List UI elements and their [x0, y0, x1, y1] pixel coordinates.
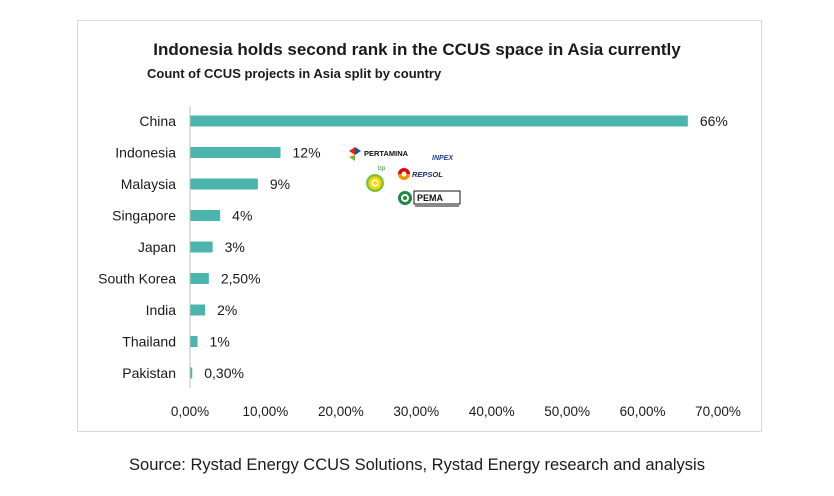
- value-label: 12%: [293, 145, 321, 161]
- category-label: Japan: [138, 239, 176, 255]
- repsol-logo: REPSOL: [398, 168, 443, 180]
- value-label: 0,30%: [204, 365, 244, 381]
- category-label: Singapore: [112, 208, 176, 224]
- category-label: Malaysia: [121, 176, 176, 192]
- pema-label: PEMA: [417, 193, 444, 203]
- bar: [190, 178, 258, 190]
- x-tick-label: 40,00%: [469, 404, 515, 419]
- x-tick-label: 60,00%: [620, 404, 666, 419]
- value-label: 4%: [232, 208, 252, 224]
- category-label: Pakistan: [122, 365, 176, 381]
- x-tick-labels: 0,00% 10,00% 20,00% 30,00% 40,00% 50,00% 60,00…: [171, 404, 741, 419]
- inpex-logo: INPEX: [432, 155, 454, 162]
- bar: [190, 336, 198, 347]
- bar: [190, 367, 193, 379]
- category-label: South Korea: [98, 271, 176, 287]
- bar: [190, 147, 281, 158]
- value-labels: 66% 12%9% 4% 3% 2,50% 2% 1% 0,30%: [204, 113, 728, 381]
- value-label: 9%: [270, 176, 290, 192]
- category-labels: China Indonesia Malaysia Singapore Japan Sout…: [98, 113, 176, 381]
- chart-subtitle: Count of CCUS projects in Asia split by …: [147, 66, 442, 81]
- repsol-label: REPSOL: [412, 170, 443, 179]
- x-tick-label: 10,00%: [243, 404, 289, 419]
- pertamina-logo: PERTAMINA: [349, 147, 409, 161]
- bar: [190, 115, 688, 127]
- bar: [190, 273, 209, 284]
- bars-layer: [190, 115, 688, 379]
- inpex-label: INPEX: [432, 155, 454, 162]
- category-label: Indonesia: [115, 145, 176, 161]
- value-label: 66%: [700, 113, 728, 129]
- category-label: Thailand: [122, 334, 176, 350]
- category-label: China: [139, 113, 176, 129]
- bar: [190, 241, 213, 253]
- company-logos: PERTAMINA INPEX bp REPSOL PEMA: [345, 143, 470, 213]
- x-tick-label: 0,00%: [171, 404, 209, 419]
- bp-label: bp: [378, 165, 386, 172]
- bp-logo: bp: [366, 165, 386, 192]
- category-label: India: [146, 302, 177, 318]
- bar: [190, 304, 206, 316]
- bar: [190, 210, 221, 221]
- chart-title: Indonesia holds second rank in the CCUS …: [153, 40, 681, 59]
- pertamina-label: PERTAMINA: [364, 149, 409, 158]
- value-label: 2%: [217, 302, 237, 318]
- source-note: Source: Rystad Energy CCUS Solutions, Ry…: [129, 456, 705, 474]
- chart-frame: [77, 20, 762, 432]
- value-label: 3%: [225, 239, 245, 255]
- x-tick-label: 20,00%: [318, 404, 364, 419]
- x-tick-label: 50,00%: [544, 404, 590, 419]
- x-tick-label: 30,00%: [393, 404, 439, 419]
- value-label: 1%: [210, 334, 230, 350]
- x-tick-label: 70,00%: [695, 404, 741, 419]
- value-label: 2,50%: [221, 271, 261, 287]
- pema-logo: PEMA: [398, 190, 461, 207]
